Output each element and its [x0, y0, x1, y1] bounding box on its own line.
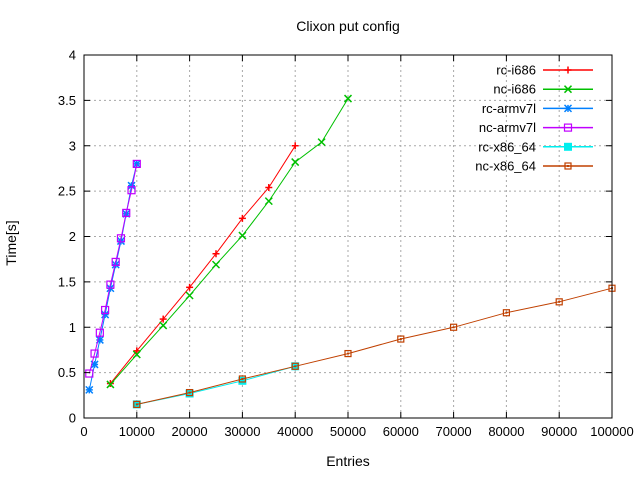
chart-title: Clixon put config [296, 18, 400, 34]
data-point-marker [502, 309, 510, 317]
series-line [110, 145, 296, 384]
x-tick-label: 90000 [541, 424, 577, 439]
data-point-marker [159, 321, 168, 330]
x-tick-label: 10000 [119, 424, 155, 439]
y-tick-label: 2 [69, 229, 76, 244]
data-point-marker [122, 208, 131, 218]
data-point-marker [133, 347, 141, 355]
data-point-marker [563, 123, 573, 132]
x-tick-label: 20000 [172, 424, 208, 439]
legend-label: nc-x86_64 [475, 159, 536, 174]
data-point-marker [101, 305, 110, 315]
series-line [110, 98, 349, 385]
x-tick-label: 80000 [488, 424, 524, 439]
series-rc-armv7l [85, 159, 141, 394]
legend-item-nc-x86_64: nc-x86_64 [475, 159, 593, 174]
y-tick-label: 3 [69, 138, 76, 153]
x-tick-label: 70000 [436, 424, 472, 439]
data-point-marker [317, 138, 326, 147]
data-point-marker [127, 186, 136, 195]
series-nc-armv7l [85, 159, 141, 378]
series-nc-x86_64 [133, 284, 616, 408]
grid [84, 55, 612, 418]
data-point-marker [159, 315, 167, 323]
data-point-marker [291, 142, 299, 150]
data-point-marker [344, 349, 352, 358]
y-tick-label: 0.5 [58, 365, 76, 380]
legend-label: rc-i686 [496, 63, 536, 78]
legend-item-rc-i686: rc-i686 [496, 63, 593, 78]
data-point-marker [132, 159, 141, 168]
data-point-marker [291, 362, 299, 370]
legend-label: rc-armv7l [482, 101, 536, 116]
x-tick-label: 60000 [383, 424, 419, 439]
data-point-marker [133, 400, 141, 408]
data-point-marker [564, 66, 572, 74]
legend-item-nc-armv7l: nc-armv7l [479, 120, 593, 135]
data-point-marker [186, 283, 194, 291]
data-point-marker [563, 85, 573, 94]
series-layer [85, 94, 616, 409]
data-point-marker [238, 376, 247, 385]
y-tick-label: 1 [69, 320, 76, 335]
data-point-marker [95, 328, 104, 337]
y-tick-label: 3.5 [58, 93, 76, 108]
y-tick-label: 2.5 [58, 184, 76, 199]
data-point-marker [186, 388, 194, 397]
x-tick-label: 0 [80, 424, 87, 439]
series-rc-i686 [106, 142, 299, 388]
legend: rc-i686 nc-i686 rc-armv7l nc-armv7l rc-x86_6… [475, 63, 593, 174]
data-point-marker [185, 291, 194, 300]
legend-label: nc-i686 [493, 82, 536, 97]
data-point-marker [291, 158, 300, 167]
x-axis-label: Entries [326, 453, 370, 469]
x-tick-label: 40000 [277, 424, 313, 439]
data-point-marker [343, 94, 353, 103]
data-point-marker [111, 257, 120, 267]
data-point-marker [397, 335, 405, 343]
data-point-marker [212, 250, 220, 258]
data-point-marker [238, 214, 246, 222]
legend-item-rc-x86_64: rc-x86_64 [478, 139, 593, 154]
data-point-marker [564, 162, 572, 170]
y-axis-label: Time[s] [3, 220, 19, 265]
x-tick-label: 50000 [330, 424, 366, 439]
y-tick-label: 1.5 [58, 274, 76, 289]
series-line [88, 163, 138, 374]
legend-item-rc-armv7l: rc-armv7l [482, 101, 593, 116]
data-point-marker [450, 323, 458, 331]
data-point-marker [132, 350, 141, 359]
data-point-marker [211, 260, 221, 269]
data-point-marker [238, 375, 246, 383]
data-point-marker [563, 104, 573, 113]
y-tick-label: 4 [69, 48, 76, 63]
series-nc-i686 [106, 94, 353, 389]
x-tick-label: 100000 [590, 424, 633, 439]
data-point-marker [564, 142, 572, 151]
y-tick-label: 0 [69, 411, 76, 426]
legend-item-nc-i686: nc-i686 [493, 82, 593, 97]
data-point-marker [85, 369, 94, 378]
data-point-marker [264, 197, 273, 206]
x-tick-label: 30000 [224, 424, 260, 439]
data-point-marker [265, 183, 273, 191]
data-point-marker [116, 234, 126, 243]
data-point-marker [85, 385, 94, 394]
legend-label: nc-armv7l [479, 120, 536, 135]
axes: 0 10000 20000 30000 40000 50000 60000 70000 8000… [58, 48, 634, 440]
series-line [136, 287, 613, 405]
data-point-marker [106, 380, 115, 389]
data-point-marker [238, 231, 247, 240]
data-point-marker [101, 310, 110, 319]
data-point-marker [90, 349, 99, 358]
data-point-marker [106, 280, 115, 289]
data-point-marker [555, 298, 563, 306]
legend-label: rc-x86_64 [478, 139, 536, 154]
